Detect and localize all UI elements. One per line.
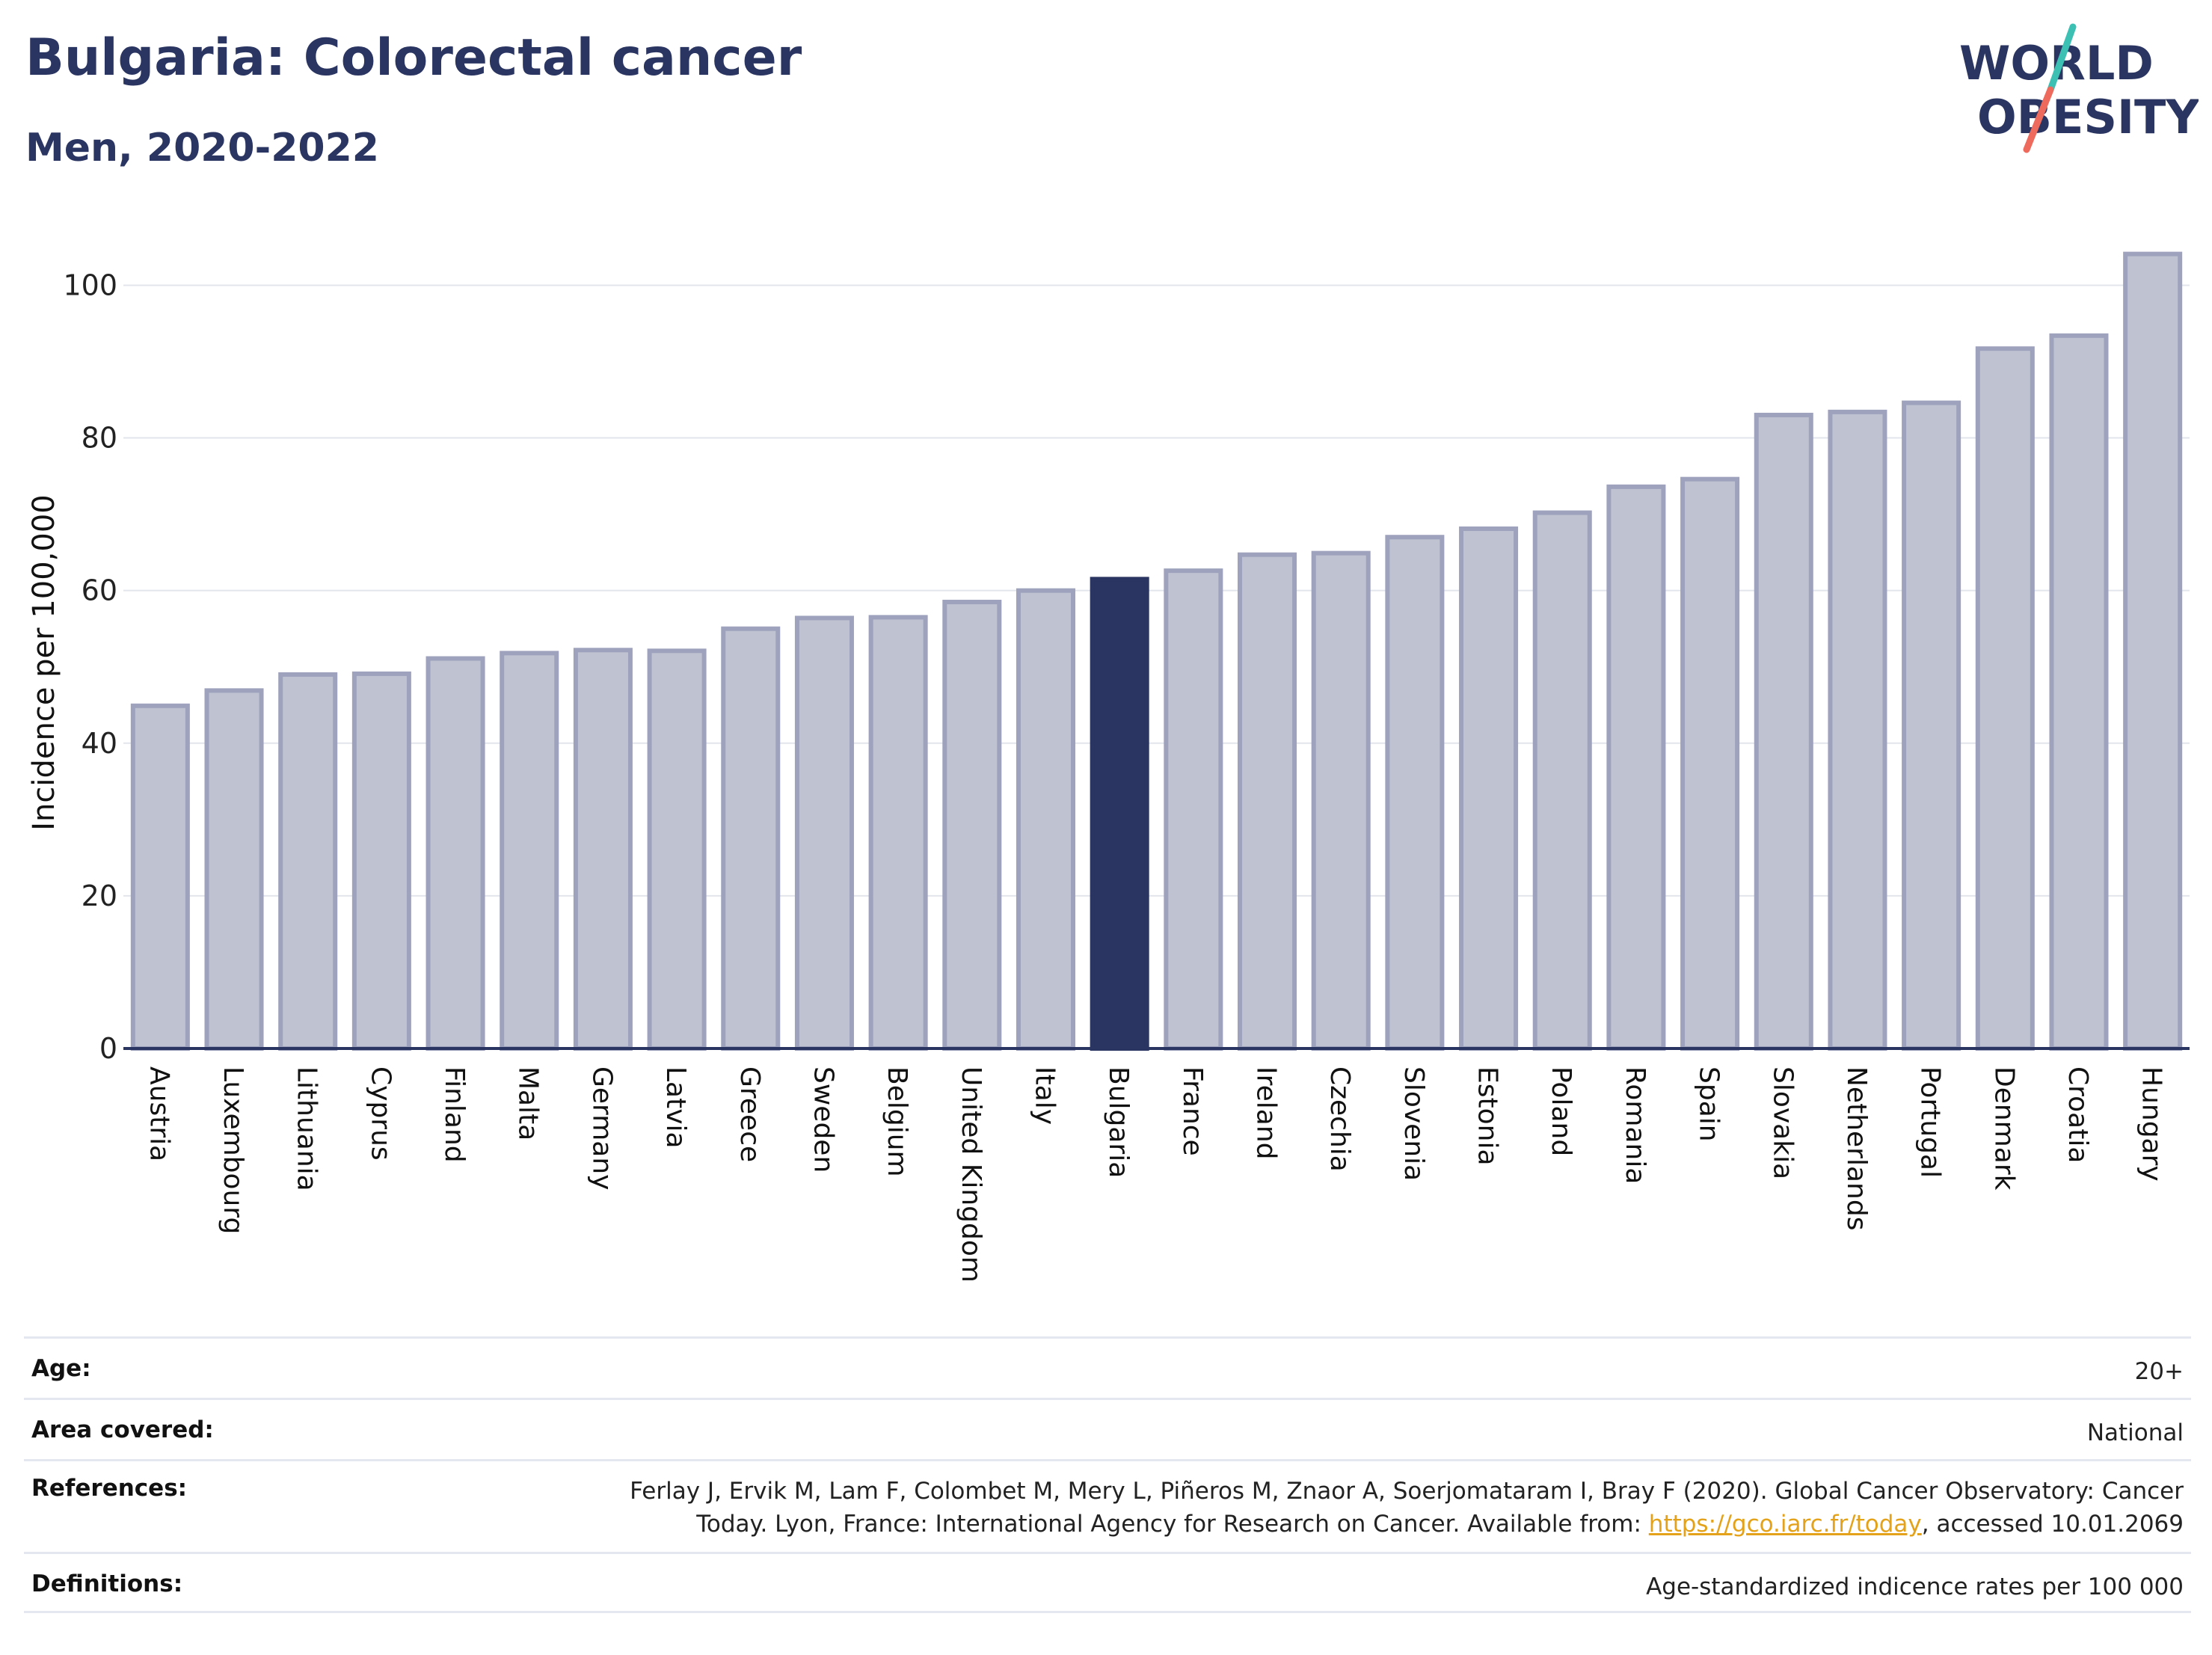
x-tick-label: Czechia (1324, 1066, 1355, 1172)
meta-row-area: Area covered: National (24, 1398, 2191, 1459)
logo-slash-coral (2023, 86, 2054, 153)
bar-croatia (2049, 333, 2109, 1051)
references-value: Ferlay J, Ervik M, Lam F, Colombet M, Me… (630, 1475, 2184, 1541)
age-value: 20+ (2134, 1358, 2184, 1385)
references-label: References: (31, 1475, 188, 1502)
y-tick-label: 80 (82, 422, 117, 455)
x-tick-label: Ireland (1251, 1066, 1282, 1160)
meta-row-age: Age: 20+ (24, 1336, 2191, 1398)
x-tick-label: Romania (1620, 1066, 1650, 1184)
y-tick-label: 100 (63, 268, 117, 301)
x-tick-label: Belgium (882, 1066, 912, 1177)
x-tick-label: Cyprus (365, 1066, 396, 1161)
bar-poland (1532, 510, 1592, 1051)
definitions-value: Age-standardized indicence rates per 100… (1646, 1573, 2184, 1600)
bar-denmark (1975, 346, 2035, 1051)
bar-greece (721, 626, 781, 1051)
page-title: Bulgaria: Colorectal cancer (25, 28, 802, 87)
world-obesity-logo: WORLD OBESITY (1959, 23, 2199, 153)
x-tick-label: Lithuania (292, 1066, 322, 1191)
bar-spain (1680, 476, 1740, 1051)
x-tick-label: Bulgaria (1103, 1066, 1134, 1178)
y-axis-label: Incidence per 100,000 (27, 494, 61, 831)
page-subtitle: Men, 2020-2022 (25, 126, 379, 171)
x-tick-label: Slovenia (1398, 1066, 1429, 1181)
bar-austria (130, 703, 190, 1051)
bar-slovenia (1385, 535, 1445, 1051)
references-link[interactable]: https://gco.iarc.fr/today (1648, 1511, 1922, 1538)
bar-slovakia (1754, 412, 1813, 1051)
y-tick-label: 0 (99, 1032, 117, 1065)
x-tick-label: Malta (513, 1066, 544, 1140)
x-tick-label: Austria (144, 1066, 174, 1161)
definitions-label: Definitions: (31, 1570, 183, 1597)
area-label: Area covered: (31, 1416, 214, 1443)
bar-malta (500, 651, 559, 1051)
x-tick-label: Luxembourg (218, 1066, 248, 1234)
area-value: National (2086, 1419, 2184, 1446)
x-tick-label: Sweden (808, 1066, 838, 1173)
x-tick-label: Greece (734, 1066, 765, 1162)
bar-chart: 0 20 40 60 80 100 Incidence per 100,000 Austria… (27, 251, 2190, 1283)
references-line2-pre: Today. Lyon, France: International Agenc… (696, 1511, 1649, 1538)
x-tick-label: Poland (1546, 1066, 1576, 1156)
references-line1: Ferlay J, Ervik M, Lam F, Colombet M, Me… (630, 1478, 2184, 1505)
y-tick-label: 20 (82, 879, 117, 912)
x-tick-label: Croatia (2062, 1066, 2093, 1163)
x-tick-label: Estonia (1472, 1066, 1503, 1166)
x-tick-label: Denmark (1988, 1066, 2019, 1191)
bar-ireland (1238, 552, 1297, 1051)
age-label: Age: (31, 1355, 91, 1382)
x-tick-label: Finland (439, 1066, 470, 1163)
logo-text-obesity: OBESITY (1977, 90, 2199, 144)
bar-netherlands (1828, 409, 1887, 1051)
bar-lithuania (278, 672, 338, 1051)
references-line2-post: , accessed 10.01.2069 (1921, 1511, 2184, 1538)
x-tick-label: Slovakia (1767, 1066, 1798, 1179)
bar-luxembourg (204, 688, 264, 1051)
x-tick-label: Latvia (660, 1066, 691, 1149)
meta-row-definitions: Definitions: Age-standardized indicence … (24, 1552, 2191, 1613)
bar-latvia (647, 648, 707, 1051)
meta-row-references: References: Ferlay J, Ervik M, Lam F, Co… (24, 1459, 2191, 1552)
bar-belgium (868, 615, 928, 1051)
bar-italy (1016, 588, 1075, 1051)
x-tick-label: France (1177, 1066, 1208, 1156)
x-tick-label: Hungary (2136, 1066, 2167, 1182)
bar-czechia (1311, 550, 1371, 1051)
metadata-table: Age: 20+ Area covered: National Referenc… (24, 1336, 2191, 1613)
bar-bulgaria (1090, 577, 1149, 1051)
logo-slash-teal (2047, 23, 2077, 93)
bar-portugal (1902, 400, 1961, 1051)
y-tick-label: 60 (82, 574, 117, 607)
x-tick-label: Portugal (1915, 1066, 1946, 1178)
bar-united-kingdom (942, 599, 1002, 1051)
bar-hungary (2123, 251, 2183, 1051)
bar-cyprus (351, 671, 411, 1051)
bar-france (1164, 568, 1223, 1051)
y-tick-label: 40 (82, 727, 117, 760)
bar-germany (573, 648, 633, 1051)
bar-estonia (1459, 526, 1519, 1051)
x-tick-label: Germany (586, 1066, 617, 1190)
x-tick-label: Spain (1694, 1066, 1724, 1142)
x-tick-label: Netherlands (1841, 1066, 1872, 1230)
bar-romania (1606, 484, 1666, 1051)
x-tick-label: Italy (1029, 1066, 1060, 1125)
bar-finland (425, 656, 485, 1051)
bar-sweden (794, 615, 854, 1051)
x-tick-label: United Kingdom (956, 1066, 986, 1283)
